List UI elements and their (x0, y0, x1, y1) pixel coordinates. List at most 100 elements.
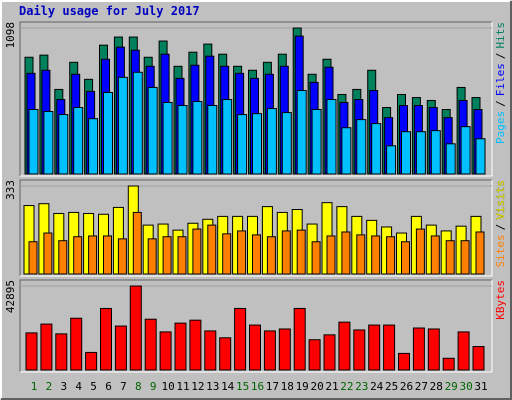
legend-entry: Files (494, 63, 507, 96)
x-tick-label: 16 (251, 380, 264, 393)
bar (296, 229, 306, 275)
bar (460, 126, 471, 175)
bar (266, 236, 276, 275)
x-tick-label: 3 (60, 380, 67, 393)
bar (386, 145, 397, 175)
bar (401, 241, 410, 275)
x-tick-label: 12 (191, 380, 204, 393)
legend-entry: KBytes (494, 280, 507, 320)
bar (40, 323, 53, 371)
bar (177, 236, 187, 275)
panel-border (20, 180, 493, 277)
bar (144, 318, 157, 371)
bar (281, 230, 291, 275)
bar (371, 123, 382, 175)
bar (159, 331, 172, 371)
legend-entry: Sites (494, 234, 507, 267)
bar (162, 101, 173, 175)
bar (219, 337, 232, 371)
bar (412, 327, 425, 371)
bar (70, 317, 83, 371)
x-tick-label: 26 (400, 380, 413, 393)
x-tick-label: 7 (120, 380, 127, 393)
bar (204, 330, 217, 371)
x-tick-label: 23 (355, 380, 368, 393)
bar (252, 113, 262, 175)
bar (25, 332, 38, 371)
bar (192, 228, 202, 275)
x-tick-label: 17 (266, 380, 279, 393)
x-tick-label: 4 (75, 380, 82, 393)
bar (311, 241, 321, 275)
x-tick-label: 29 (445, 380, 458, 393)
bar (353, 329, 366, 371)
bar (147, 86, 158, 175)
y-tick-label: 1098 (4, 22, 17, 49)
bar (103, 91, 113, 175)
x-tick-label: 15 (236, 380, 249, 393)
bar (88, 118, 99, 175)
bar (475, 231, 485, 275)
bar (58, 114, 69, 175)
legend-entry: Hits (494, 22, 507, 49)
bar (103, 235, 112, 275)
bar (323, 334, 336, 371)
bar (85, 351, 98, 371)
x-tick-label: 18 (281, 380, 294, 393)
bar (129, 285, 142, 371)
bar (237, 114, 248, 175)
bar (263, 330, 276, 371)
x-tick-label: 31 (474, 380, 487, 393)
bar (296, 89, 307, 175)
bar (371, 235, 381, 275)
panel-border (20, 280, 493, 373)
bar (427, 328, 440, 371)
bar (207, 224, 217, 275)
bar (430, 235, 440, 275)
bar (460, 240, 470, 275)
bar (415, 131, 426, 175)
bar (278, 328, 291, 371)
bar (341, 231, 351, 275)
bar (356, 234, 366, 275)
x-tick-label: 1 (31, 380, 38, 393)
bar (58, 240, 68, 275)
panel-border (19, 279, 492, 372)
x-tick-label: 21 (325, 380, 338, 393)
bar (114, 325, 127, 371)
bar (445, 240, 455, 275)
bar (88, 235, 98, 275)
bar (174, 322, 187, 371)
x-tick-label: 9 (150, 380, 157, 393)
bar (430, 130, 441, 175)
bar (162, 236, 172, 275)
legend-separator: / (494, 53, 507, 60)
y-tick-label: 42895 (4, 280, 17, 313)
bar (117, 76, 128, 175)
bar (311, 109, 322, 175)
bar (252, 234, 261, 275)
bar (338, 321, 351, 371)
bar (472, 346, 485, 371)
panel-border (19, 179, 492, 276)
bar (368, 324, 381, 371)
x-tick-label: 2 (46, 380, 53, 393)
bar (177, 105, 188, 175)
bar (457, 331, 470, 371)
bar (28, 241, 38, 275)
bar (249, 324, 261, 371)
bar (189, 319, 202, 371)
bar (132, 71, 143, 175)
bar (234, 307, 247, 371)
bar (237, 230, 247, 275)
x-tick-label: 25 (385, 380, 398, 393)
x-tick-label: 24 (370, 380, 384, 393)
bar (192, 101, 203, 175)
legend: KBytes (494, 280, 507, 320)
bar (73, 236, 83, 275)
bar (326, 235, 336, 275)
legend-entry: Visits (494, 180, 507, 220)
bar (415, 228, 425, 275)
bar (55, 333, 68, 371)
